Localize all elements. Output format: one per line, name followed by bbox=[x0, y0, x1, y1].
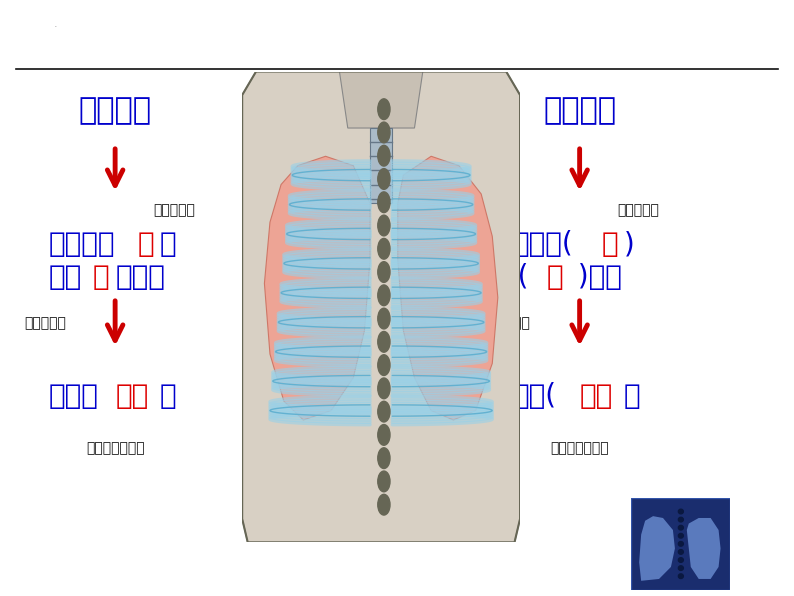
Circle shape bbox=[378, 401, 390, 422]
Text: 变大: 变大 bbox=[115, 383, 148, 410]
Polygon shape bbox=[639, 516, 675, 581]
Circle shape bbox=[378, 471, 390, 492]
Text: 变小: 变小 bbox=[580, 383, 613, 410]
Circle shape bbox=[378, 424, 390, 445]
Polygon shape bbox=[340, 72, 423, 128]
Text: （变大、变小）: （变大、变小） bbox=[550, 441, 609, 455]
Text: （变大、变小）: （变大、变小） bbox=[86, 441, 145, 455]
Circle shape bbox=[378, 285, 390, 306]
Polygon shape bbox=[370, 128, 392, 203]
Circle shape bbox=[678, 509, 684, 514]
Text: 肋骨向(: 肋骨向( bbox=[513, 231, 573, 258]
Circle shape bbox=[678, 574, 684, 579]
Text: 深深呼气: 深深呼气 bbox=[543, 96, 616, 125]
Text: 内: 内 bbox=[546, 263, 563, 291]
Text: )运动: )运动 bbox=[569, 263, 622, 291]
Circle shape bbox=[678, 517, 684, 522]
Polygon shape bbox=[264, 156, 370, 420]
Circle shape bbox=[378, 355, 390, 375]
Circle shape bbox=[378, 122, 390, 143]
Text: （内、外）: （内、外） bbox=[488, 316, 530, 330]
Circle shape bbox=[678, 542, 684, 546]
Circle shape bbox=[378, 262, 390, 283]
Text: 胸廓（: 胸廓（ bbox=[48, 383, 98, 410]
Text: 向（: 向（ bbox=[48, 263, 82, 291]
Polygon shape bbox=[687, 518, 721, 579]
Circle shape bbox=[378, 215, 390, 236]
Polygon shape bbox=[631, 498, 730, 590]
Text: 上: 上 bbox=[137, 231, 154, 258]
Circle shape bbox=[378, 169, 390, 190]
Polygon shape bbox=[398, 156, 498, 420]
Text: 下: 下 bbox=[602, 231, 619, 258]
Text: 肋骨向（: 肋骨向（ bbox=[48, 231, 115, 258]
Text: （上、下）: （上、下） bbox=[618, 203, 660, 218]
Text: ）: ） bbox=[160, 231, 176, 258]
Circle shape bbox=[378, 238, 390, 259]
Circle shape bbox=[378, 99, 390, 120]
Text: ）: ） bbox=[160, 383, 176, 410]
Circle shape bbox=[678, 526, 684, 530]
Polygon shape bbox=[242, 72, 520, 542]
Circle shape bbox=[378, 308, 390, 329]
Circle shape bbox=[678, 566, 684, 570]
Circle shape bbox=[378, 192, 390, 213]
Text: ): ) bbox=[624, 231, 635, 258]
Circle shape bbox=[378, 378, 390, 399]
Circle shape bbox=[378, 494, 390, 515]
Circle shape bbox=[378, 145, 390, 166]
Text: 向(: 向( bbox=[502, 263, 529, 291]
Text: 胸廓(: 胸廓( bbox=[513, 383, 557, 410]
Text: ·: · bbox=[54, 22, 57, 32]
Circle shape bbox=[678, 550, 684, 554]
Circle shape bbox=[378, 331, 390, 352]
Text: 外: 外 bbox=[93, 263, 110, 291]
Circle shape bbox=[678, 558, 684, 563]
Circle shape bbox=[678, 533, 684, 538]
Text: ）运动: ）运动 bbox=[115, 263, 165, 291]
Circle shape bbox=[378, 448, 390, 468]
Text: ）: ） bbox=[624, 383, 641, 410]
Text: （内、外）: （内、外） bbox=[24, 316, 66, 330]
Text: （上、下）: （上、下） bbox=[153, 203, 195, 218]
Text: 深深吸气: 深深吸气 bbox=[79, 96, 152, 125]
